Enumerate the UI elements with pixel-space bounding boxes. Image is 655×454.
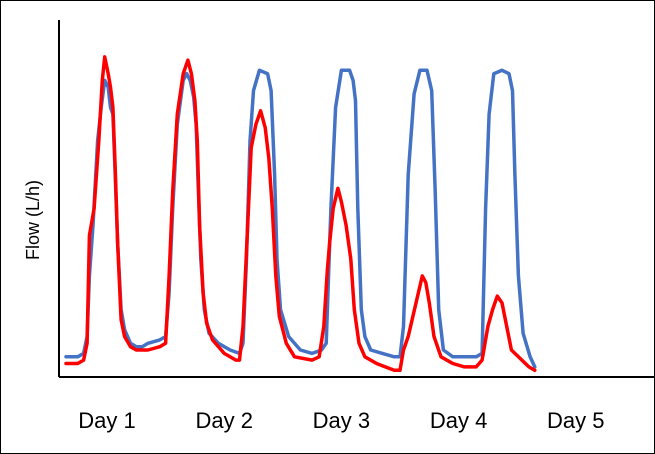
x-tick-label: Day 1 [78,408,135,433]
x-tick-label: Day 5 [547,408,604,433]
x-tick-label: Day 2 [195,408,252,433]
series-line-1 [64,68,537,369]
x-tick-label: Day 4 [430,408,487,433]
series-layer [64,55,537,373]
y-axis-label: Flow (L/h) [23,180,43,260]
series-line-2 [64,55,537,373]
x-tick-label: Day 3 [313,408,370,433]
x-tick-labels: Day 1 Day 2 Day 3 Day 4 Day 5 [78,408,604,433]
